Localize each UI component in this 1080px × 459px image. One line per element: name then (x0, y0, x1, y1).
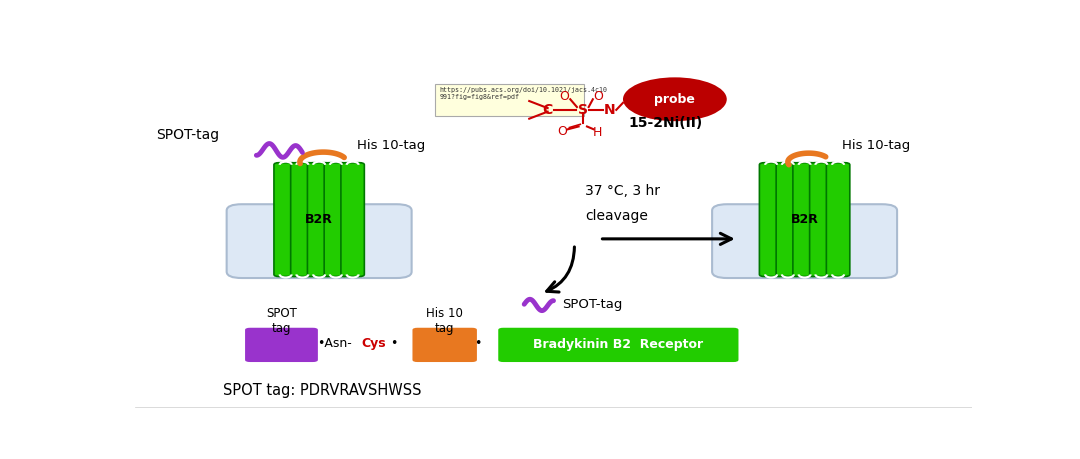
Text: SPOT-tag: SPOT-tag (156, 128, 219, 142)
Text: H: H (593, 126, 603, 139)
Text: SPOT
tag: SPOT tag (266, 307, 297, 335)
Circle shape (623, 78, 727, 121)
FancyBboxPatch shape (759, 162, 783, 276)
Text: https://pubs.acs.org/doi/10.1021/jacs.4c10
991?fig=fig8&ref=pdf: https://pubs.acs.org/doi/10.1021/jacs.4c… (440, 87, 608, 100)
Text: •Asn-: •Asn- (318, 337, 352, 350)
Text: B2R: B2R (791, 213, 819, 226)
FancyBboxPatch shape (826, 162, 850, 276)
Text: C: C (542, 103, 553, 117)
FancyBboxPatch shape (324, 162, 348, 276)
Text: Bradykinin B2  Receptor: Bradykinin B2 Receptor (534, 338, 703, 352)
Text: SPOT-tag: SPOT-tag (562, 298, 622, 311)
Text: 15-2Ni(II): 15-2Ni(II) (629, 116, 703, 130)
Text: Cys: Cys (362, 337, 386, 350)
FancyBboxPatch shape (245, 328, 318, 362)
FancyBboxPatch shape (291, 162, 314, 276)
Text: N: N (604, 103, 616, 117)
FancyBboxPatch shape (227, 204, 411, 278)
Text: S: S (578, 103, 588, 117)
FancyBboxPatch shape (413, 328, 477, 362)
Text: His 10-tag: His 10-tag (356, 139, 426, 152)
FancyBboxPatch shape (274, 162, 297, 276)
Text: His 10-tag: His 10-tag (842, 139, 910, 152)
FancyBboxPatch shape (434, 84, 584, 116)
FancyBboxPatch shape (308, 162, 330, 276)
Text: cleavage: cleavage (585, 209, 648, 223)
FancyBboxPatch shape (712, 204, 897, 278)
Text: probe: probe (654, 93, 696, 106)
Text: His 10
tag: His 10 tag (427, 307, 463, 335)
Text: B2R: B2R (306, 213, 333, 226)
Text: •: • (474, 337, 482, 350)
FancyBboxPatch shape (498, 328, 739, 362)
Text: O: O (593, 90, 603, 103)
Text: O: O (557, 124, 567, 138)
Text: 37 °C, 3 hr: 37 °C, 3 hr (585, 184, 660, 198)
Text: SPOT tag: PDRVRAVSHWSS: SPOT tag: PDRVRAVSHWSS (222, 383, 421, 398)
Text: •: • (390, 337, 397, 350)
FancyBboxPatch shape (810, 162, 833, 276)
Text: O: O (559, 90, 569, 103)
FancyBboxPatch shape (793, 162, 816, 276)
FancyBboxPatch shape (777, 162, 799, 276)
FancyBboxPatch shape (341, 162, 364, 276)
